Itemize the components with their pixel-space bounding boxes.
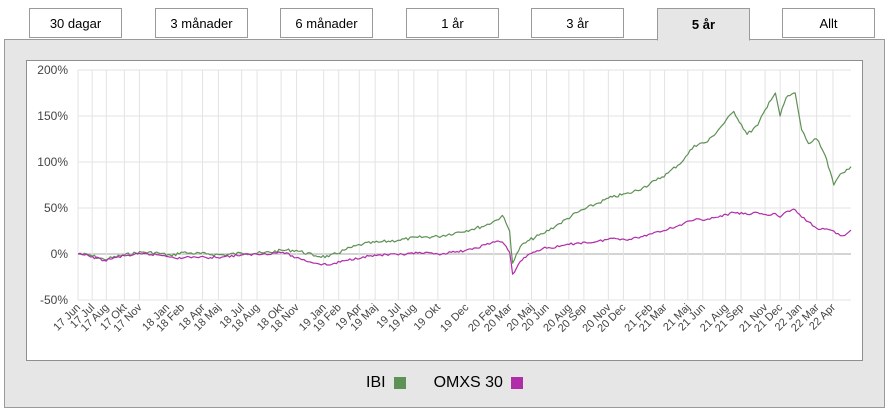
series-line-ibi (77, 92, 852, 264)
tab-3-manader[interactable]: 3 månader (155, 8, 248, 38)
x-tick-label: 19 Dec (438, 301, 471, 334)
y-tick-label: 150% (37, 109, 68, 123)
tab-5-ar[interactable]: 5 år (657, 8, 750, 41)
period-tab-bar: 30 dagar 3 månader 6 månader 1 år 3 år 5… (0, 0, 889, 41)
y-tick-label: 50% (44, 201, 68, 215)
series-line-omxs-30 (77, 208, 852, 275)
tab-3-ar[interactable]: 3 år (531, 8, 624, 38)
tab-6-manader[interactable]: 6 månader (280, 8, 373, 38)
tab-1-ar[interactable]: 1 år (406, 8, 499, 38)
y-tick-label: 100% (37, 155, 68, 169)
legend-label-omxs30: OMXS 30 (433, 374, 503, 391)
legend-item-ibi[interactable]: IBI (366, 374, 406, 392)
legend-label-ibi: IBI (366, 374, 386, 391)
chart-legend: IBI OMXS 30 (0, 374, 889, 392)
tab-allt[interactable]: Allt (782, 8, 875, 38)
chart-area (26, 60, 863, 361)
y-tick-label: 0% (51, 247, 69, 261)
y-tick-label: 200% (37, 63, 68, 77)
tab-30-dagar[interactable]: 30 dagar (29, 8, 122, 38)
legend-swatch-ibi (393, 377, 406, 389)
legend-swatch-omxs30 (510, 377, 523, 389)
y-tick-label: -50% (40, 293, 68, 307)
x-tick-label: 19 Okt (412, 302, 443, 333)
legend-item-omxs30[interactable]: OMXS 30 (434, 374, 523, 392)
